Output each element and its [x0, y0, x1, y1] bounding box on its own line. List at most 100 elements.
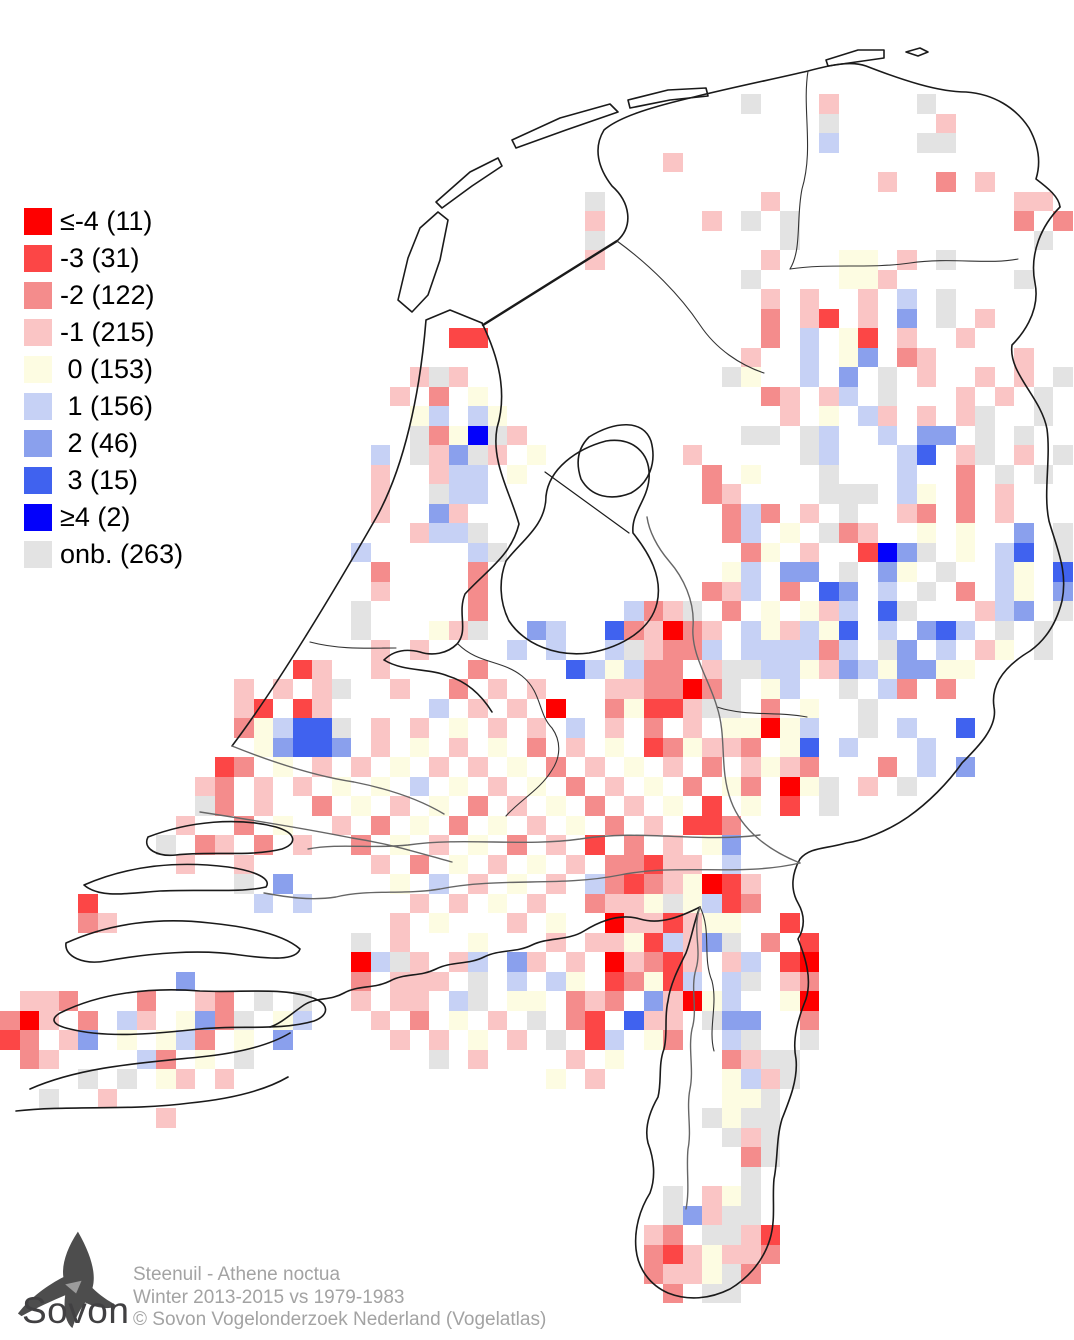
grid-cell [273, 874, 293, 894]
grid-cell [448, 503, 468, 523]
grid-cell [409, 425, 429, 445]
grid-cell [819, 464, 839, 484]
legend-label: 2 (46) [60, 428, 139, 458]
grid-cell [819, 640, 839, 660]
grid-cell [994, 640, 1014, 660]
grid-cell [312, 698, 332, 718]
grid-cell [663, 913, 683, 933]
grid-cell [780, 523, 800, 543]
grid-cell [624, 679, 644, 699]
grid-cell [741, 796, 761, 816]
grid-cell [780, 581, 800, 601]
grid-cell [799, 347, 819, 367]
grid-cell [955, 523, 975, 543]
grid-cell [682, 1205, 702, 1225]
grid-cell [565, 776, 585, 796]
grid-cell [936, 679, 956, 699]
grid-cell [546, 757, 566, 777]
grid-cell [663, 1244, 683, 1264]
grid-cell [955, 445, 975, 465]
grid-cell [468, 406, 488, 426]
grid-cell [429, 503, 449, 523]
grid-cell [409, 445, 429, 465]
grid-cell [741, 952, 761, 972]
legend-label: onb. (263) [60, 539, 184, 569]
grid-cell [897, 659, 917, 679]
grid-cell [975, 601, 995, 621]
grid-cell [331, 679, 351, 699]
grid-cell [1014, 425, 1034, 445]
grid-cell [331, 776, 351, 796]
grid-cell [741, 1205, 761, 1225]
grid-cell [760, 620, 780, 640]
grid-cell [897, 718, 917, 738]
grid-cell [253, 991, 273, 1011]
grid-cell [702, 1205, 722, 1225]
grid-cell [877, 269, 897, 289]
grid-cell [721, 484, 741, 504]
grid-cell [507, 913, 527, 933]
grid-cell [702, 1010, 722, 1030]
grid-cell [195, 1049, 215, 1069]
grid-cell [780, 1049, 800, 1069]
grid-cell [702, 1264, 722, 1284]
grid-cell [409, 640, 429, 660]
grid-cell [234, 1030, 254, 1050]
legend-label: 3 (15) [60, 465, 139, 495]
grid-cell [643, 1264, 663, 1284]
grid-cell [565, 1010, 585, 1030]
grid-cell [643, 620, 663, 640]
grid-cell [624, 854, 644, 874]
grid-cell [468, 1049, 488, 1069]
grid-cell [156, 1108, 176, 1128]
grid-cell [78, 1010, 98, 1030]
grid-cell [565, 991, 585, 1011]
grid-cell [741, 718, 761, 738]
grid-cell [858, 250, 878, 270]
grid-cell [604, 737, 624, 757]
grid-cell [741, 1127, 761, 1147]
grid-cell [195, 1010, 215, 1030]
island-terschelling [511, 103, 619, 149]
grid-cell [643, 737, 663, 757]
grid-cell [585, 757, 605, 777]
grid-cell [682, 776, 702, 796]
grid-cell [780, 757, 800, 777]
grid-cell [741, 464, 761, 484]
grid-cell [682, 893, 702, 913]
legend-label: 1 (156) [60, 391, 154, 421]
grid-cell [624, 874, 644, 894]
grid-cell [760, 191, 780, 211]
grid-cell [273, 1010, 293, 1030]
grid-cell [390, 932, 410, 952]
grid-cell [1014, 542, 1034, 562]
grid-cell [838, 659, 858, 679]
grid-cell [1033, 191, 1053, 211]
grid-cell [390, 971, 410, 991]
grid-cell [780, 640, 800, 660]
grid-cell [819, 796, 839, 816]
grid-cell [897, 601, 917, 621]
grid-cell [370, 718, 390, 738]
grid-cell [955, 386, 975, 406]
grid-cell [507, 698, 527, 718]
grid-cell [780, 776, 800, 796]
grid-cell [351, 971, 371, 991]
grid-cell [663, 757, 683, 777]
grid-cell [663, 620, 683, 640]
grid-cell [546, 1069, 566, 1089]
grid-cell [663, 1283, 683, 1303]
grid-cell [429, 698, 449, 718]
grid-cell [780, 230, 800, 250]
grid-cell [429, 874, 449, 894]
grid-cell [390, 796, 410, 816]
grid-cell [741, 269, 761, 289]
grid-cell [994, 484, 1014, 504]
grid-cell [799, 1030, 819, 1050]
grid-cell [682, 952, 702, 972]
grid-cell [175, 854, 195, 874]
grid-cell [975, 406, 995, 426]
grid-cell [702, 1225, 722, 1245]
grid-cell [897, 562, 917, 582]
grid-cell [409, 718, 429, 738]
